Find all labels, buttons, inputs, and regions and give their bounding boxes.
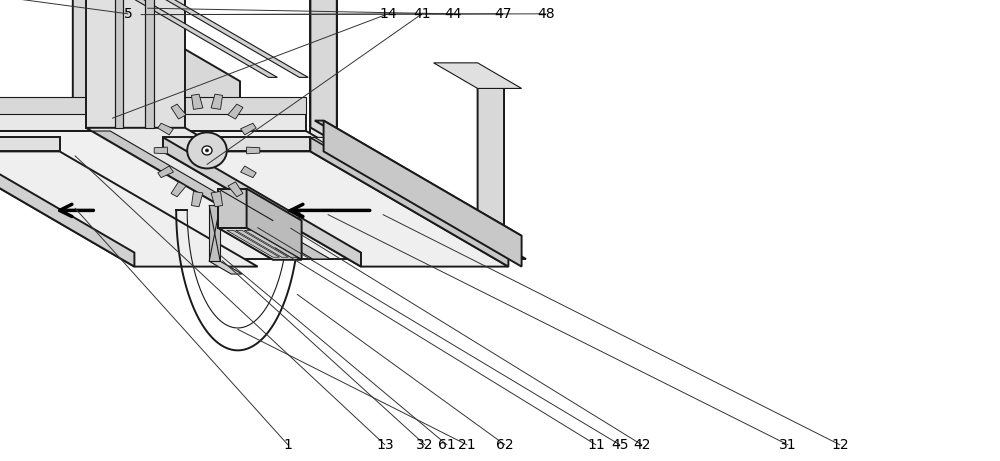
Text: 42: 42 <box>633 438 651 452</box>
Ellipse shape <box>202 146 212 155</box>
Text: 1: 1 <box>284 438 292 452</box>
Text: 48: 48 <box>537 7 555 21</box>
Polygon shape <box>86 0 185 128</box>
Polygon shape <box>0 137 60 151</box>
Polygon shape <box>0 97 306 114</box>
Polygon shape <box>218 189 247 228</box>
Polygon shape <box>145 0 154 128</box>
Polygon shape <box>99 8 183 132</box>
Polygon shape <box>171 182 186 197</box>
Polygon shape <box>115 0 277 77</box>
Text: 47: 47 <box>494 7 512 21</box>
Text: 12: 12 <box>831 438 849 452</box>
Polygon shape <box>126 68 152 240</box>
Text: 13: 13 <box>376 438 394 452</box>
Polygon shape <box>211 191 223 207</box>
Polygon shape <box>324 121 522 266</box>
Polygon shape <box>227 230 280 257</box>
Text: 14: 14 <box>379 7 397 21</box>
Text: 41: 41 <box>413 7 431 21</box>
Polygon shape <box>244 230 297 257</box>
Polygon shape <box>73 124 350 221</box>
Polygon shape <box>211 94 223 109</box>
Polygon shape <box>0 114 306 131</box>
Polygon shape <box>209 261 242 274</box>
Polygon shape <box>478 83 504 240</box>
Polygon shape <box>93 131 330 259</box>
Polygon shape <box>0 137 134 266</box>
Text: 45: 45 <box>611 438 629 452</box>
Polygon shape <box>86 128 339 218</box>
Text: 32: 32 <box>416 438 434 452</box>
Polygon shape <box>145 0 308 77</box>
Polygon shape <box>209 205 220 261</box>
Polygon shape <box>434 63 522 89</box>
Polygon shape <box>163 137 310 151</box>
Polygon shape <box>171 104 186 119</box>
Polygon shape <box>0 131 526 259</box>
Ellipse shape <box>187 132 227 168</box>
Polygon shape <box>163 137 361 266</box>
Polygon shape <box>154 147 167 154</box>
Polygon shape <box>236 230 288 257</box>
Text: 62: 62 <box>496 438 514 452</box>
Polygon shape <box>310 0 337 143</box>
Polygon shape <box>315 121 522 236</box>
Polygon shape <box>73 0 240 221</box>
Polygon shape <box>126 83 152 240</box>
Polygon shape <box>0 151 258 266</box>
Text: 61: 61 <box>438 438 456 452</box>
Polygon shape <box>191 191 203 207</box>
Polygon shape <box>310 0 337 143</box>
Polygon shape <box>310 137 508 266</box>
Polygon shape <box>315 137 522 253</box>
Polygon shape <box>158 123 173 135</box>
Polygon shape <box>310 137 515 253</box>
Polygon shape <box>82 63 170 89</box>
Polygon shape <box>218 228 302 260</box>
Ellipse shape <box>206 149 208 152</box>
Polygon shape <box>228 104 243 119</box>
Polygon shape <box>191 94 203 109</box>
Text: 44: 44 <box>444 7 462 21</box>
Polygon shape <box>241 123 256 135</box>
Text: 11: 11 <box>587 438 605 452</box>
Polygon shape <box>228 182 243 197</box>
Text: 31: 31 <box>779 438 797 452</box>
Polygon shape <box>241 166 256 177</box>
Text: 21: 21 <box>458 438 476 452</box>
Polygon shape <box>115 0 123 128</box>
Polygon shape <box>99 132 324 213</box>
Polygon shape <box>0 114 130 259</box>
Polygon shape <box>247 189 302 260</box>
Polygon shape <box>158 166 173 177</box>
Text: 5: 5 <box>124 7 132 21</box>
Polygon shape <box>163 151 508 266</box>
Polygon shape <box>478 68 504 240</box>
Polygon shape <box>247 147 260 154</box>
Polygon shape <box>73 0 183 124</box>
